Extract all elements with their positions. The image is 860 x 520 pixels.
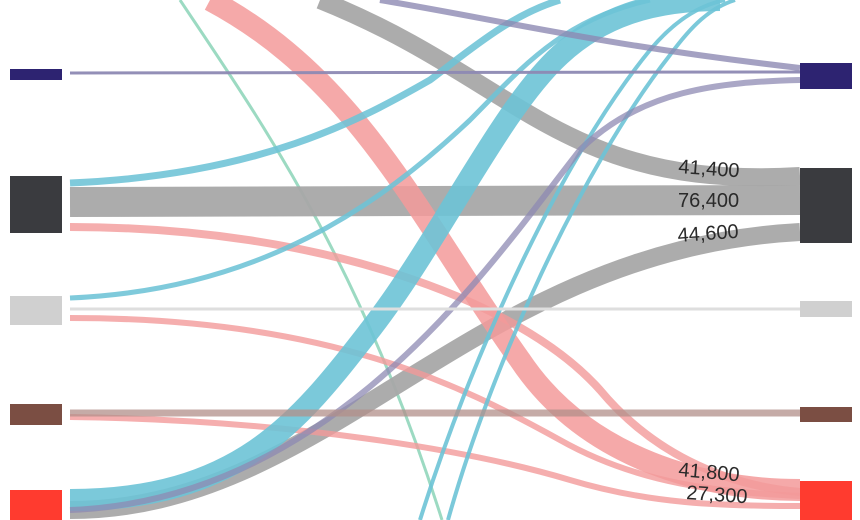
node-right-charcoal: [800, 168, 852, 243]
right-nodes: [800, 63, 852, 520]
node-right-brown: [800, 407, 852, 422]
node-left-brown: [10, 404, 62, 425]
flow-layer: [69, 0, 801, 520]
flow-pink: [204, 0, 801, 501]
label-27300: 27,300: [686, 482, 749, 508]
flow-pink: [69, 315, 801, 499]
label-41400: 41,400: [678, 156, 741, 182]
flow-gray: [316, 0, 801, 187]
flow-labels: 41,400 76,400 44,600 41,800 27,300: [677, 156, 748, 508]
node-left-red: [10, 490, 62, 520]
flow-pink: [69, 414, 801, 509]
node-right-navy: [800, 63, 852, 89]
node-left-light-gray: [10, 296, 62, 325]
flow-blue: [69, 0, 721, 511]
label-41800: 41,800: [678, 459, 741, 486]
flow-blue: [69, 0, 562, 187]
label-76400: 76,400: [678, 190, 739, 212]
node-right-red: [800, 481, 852, 520]
left-nodes: [10, 69, 62, 520]
flow-purple: [69, 70, 801, 75]
node-left-navy: [10, 69, 62, 80]
flow-purple: [69, 77, 801, 513]
node-right-light-gray: [800, 301, 852, 317]
flow-pink: [69, 223, 801, 496]
node-left-charcoal: [10, 176, 62, 233]
label-44600: 44,600: [677, 221, 740, 247]
flow-purple: [379, 0, 801, 71]
